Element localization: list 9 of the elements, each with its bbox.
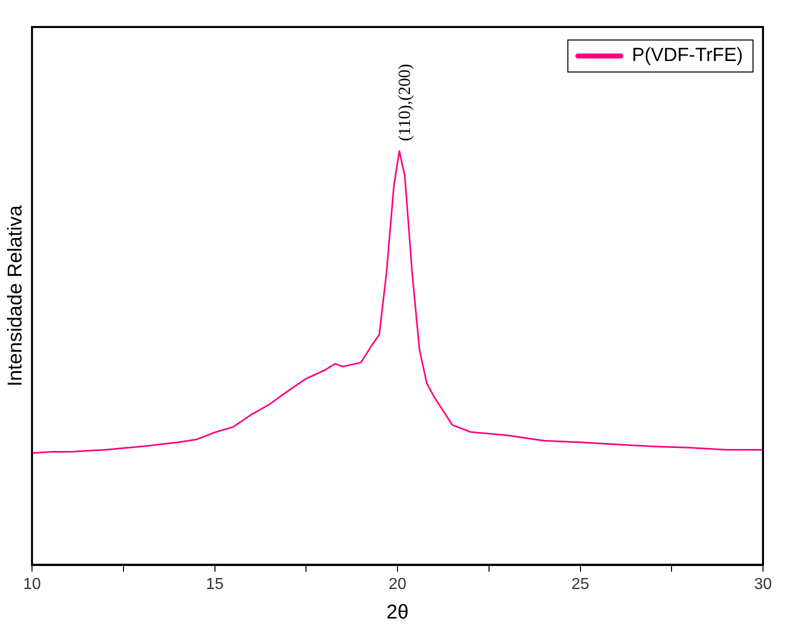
y-axis-title: Intensidade Relativa [4,204,27,387]
x-tick-label: 10 [23,576,41,593]
x-tick-label: 20 [388,576,406,593]
x-tick-label: 15 [206,576,224,593]
x-axis-title: 2θ [386,602,409,624]
x-tick-label: 30 [754,576,772,593]
legend-label: P(VDF-TrFE) [632,45,744,66]
annotation: (110),(200) [394,64,414,142]
x-tick-label: 25 [571,576,590,593]
